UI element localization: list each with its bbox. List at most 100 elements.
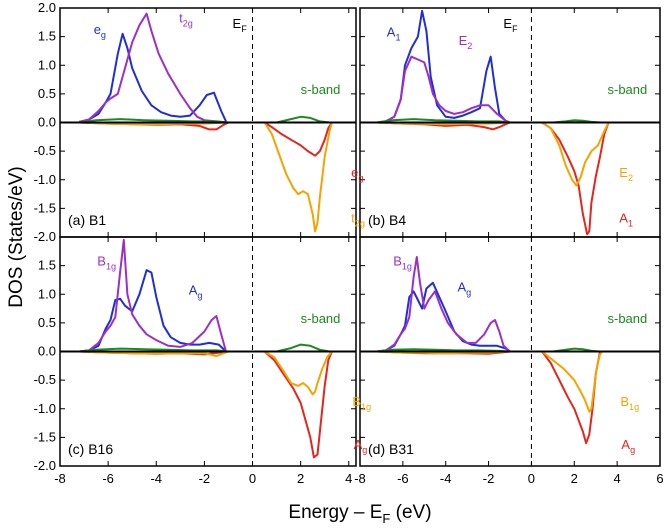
- curve-label-B1-right-0: s-band: [301, 82, 341, 97]
- curve-label-B31-0-sub: 1g: [402, 262, 412, 272]
- curve-label-B4-1-sub: 2: [467, 41, 472, 51]
- curve-label-B4-right-2: A1: [619, 211, 633, 229]
- ytick-label-0-3: 0.5: [38, 86, 56, 101]
- curve-label-B31-0: B1g: [393, 254, 412, 272]
- curve-label-B16-right-1-sub: 1g: [361, 402, 371, 412]
- xtick-label-3-7: 6: [656, 471, 663, 486]
- curve-label-B1-right-2-main: t: [351, 211, 355, 226]
- xtick-label-2-0: -8: [54, 471, 66, 486]
- curve-label-B1-right-0-main: s-band: [301, 82, 341, 97]
- curve-label-B16-right-1-main: B: [352, 394, 361, 409]
- curve-label-B4-right-0-main: s-band: [608, 82, 648, 97]
- ytick-label-2-3: 0.5: [38, 315, 56, 330]
- series-B4-right-A1: [541, 121, 610, 236]
- series-B16-Ag: [79, 269, 227, 353]
- curve-label-B4-right-1: E2: [619, 165, 633, 183]
- series-B1-down-t2g: [79, 121, 229, 126]
- curve-label-B1-0: eg: [94, 22, 106, 40]
- curve-label-B16-right-0: s-band: [301, 311, 341, 326]
- ytick-label-0-7: -1.5: [34, 200, 56, 215]
- curve-label-B4-0: A1: [387, 25, 401, 43]
- curve-label-B31-right-1-sub: 1g: [629, 402, 639, 412]
- ef-marker-main-0: E: [233, 16, 242, 31]
- ytick-label-0-6: -1.0: [34, 172, 56, 187]
- curve-label-B31-1-main: A: [458, 279, 467, 294]
- curve-label-B31-right-1-main: B: [620, 394, 629, 409]
- series-B4-right-E2: [541, 121, 610, 187]
- ytick-label-0-1: 1.5: [38, 29, 56, 44]
- xtick-label-2-1: -6: [102, 471, 114, 486]
- plot-layer: [79, 9, 610, 459]
- curve-label-B31-right-0-main: s-band: [608, 311, 648, 326]
- curve-label-B4-right-0: s-band: [608, 82, 648, 97]
- series-B16-down-B1g: [79, 350, 229, 358]
- curve-label-B16-right-1: B1g: [352, 394, 371, 412]
- series-B4-down-E2: [377, 121, 511, 126]
- curve-label-B31-right-2-sub: g: [630, 445, 635, 455]
- ytick-label-0-2: 1.0: [38, 57, 56, 72]
- x-axis-title-unit: (eV): [390, 502, 431, 523]
- series-B16-s-band: [79, 347, 229, 353]
- curve-label-B16-1: Ag: [189, 282, 203, 300]
- series-B16-B1g: [79, 238, 227, 353]
- curve-label-B16-right-0-main: s-band: [301, 311, 341, 326]
- curve-label-B31-1-sub: g: [466, 287, 471, 297]
- xtick-label-2-6: 4: [345, 471, 352, 486]
- xtick-label-3-5: 2: [571, 471, 578, 486]
- xtick-label-3-3: -2: [483, 471, 495, 486]
- ytick-label-2-5: -0.5: [34, 372, 56, 387]
- curve-label-B1-right-1: eg: [351, 165, 363, 183]
- xtick-label-3-1: -6: [397, 471, 409, 486]
- xtick-label-3-4: 0: [528, 471, 535, 486]
- ef-marker-sub-1: F: [512, 24, 518, 34]
- series-B4-s-band: [376, 118, 511, 124]
- panel-label-B1: (a) B1: [68, 212, 106, 228]
- curve-label-B4-1: E2: [459, 33, 473, 51]
- ef-marker-main-1: E: [503, 16, 512, 31]
- ef-marker-0: EF: [233, 16, 248, 34]
- xtick-label-2-3: -2: [199, 471, 211, 486]
- curve-label-B1-0-sub: g: [101, 30, 106, 40]
- curve-label-B4-right-2-sub: 1: [628, 219, 633, 229]
- xtick-label-3-0: -8: [354, 471, 366, 486]
- curve-label-B16-0: B1g: [97, 254, 116, 272]
- ytick-label-2-1: 1.5: [38, 258, 56, 273]
- curve-label-B4-0-sub: 1: [395, 33, 400, 43]
- xtick-label-2-5: 2: [297, 471, 304, 486]
- curve-label-B16-right-2-main: A: [354, 437, 363, 452]
- series-B1-s-band: [79, 118, 229, 124]
- xtick-label-3-6: 4: [614, 471, 621, 486]
- curve-label-B1-right-1-sub: g: [358, 173, 363, 183]
- curve-label-B1-1: t2g: [179, 10, 193, 28]
- ytick-label-0-8: -2.0: [34, 229, 56, 244]
- x-axis-title-sub: F: [382, 511, 390, 526]
- curve-label-B1-right-2-sub: 2g: [355, 219, 365, 229]
- curve-label-B4-right-1-sub: 2: [628, 173, 633, 183]
- ytick-label-2-6: -1.0: [34, 401, 56, 416]
- panel-frame-2: [59, 236, 357, 467]
- curve-label-B31-right-2: Ag: [621, 437, 635, 455]
- ytick-label-2-2: 1.0: [38, 286, 56, 301]
- y-axis-title: DOS (States/eV): [6, 166, 27, 308]
- curve-label-B1-1-main: t: [179, 10, 183, 25]
- curve-label-B4-1-main: E: [459, 33, 468, 48]
- ytick-label-0-4: 0.0: [38, 115, 56, 130]
- series-B4-E2: [376, 55, 511, 124]
- curve-label-B31-right-0: s-band: [608, 311, 648, 326]
- ytick-label-0-5: -0.5: [34, 143, 56, 158]
- frame-layer: [59, 7, 661, 467]
- panel-label-B16: (c) B16: [68, 441, 113, 457]
- series-B16-right-B1g: [264, 350, 333, 396]
- curve-label-B4-right-1-main: E: [619, 165, 628, 180]
- ytick-label-2-7: -1.5: [34, 429, 56, 444]
- curve-label-B1-0-main: e: [94, 22, 101, 37]
- x-axis-title: Energy – EF (eV): [288, 502, 431, 526]
- curve-label-B16-right-2-sub: g: [362, 445, 367, 455]
- curve-label-B16-1-sub: g: [197, 290, 202, 300]
- ef-marker-sub-0: F: [241, 24, 247, 34]
- series-B16-right-s-band: [276, 343, 330, 353]
- curve-label-B16-0-sub: 1g: [106, 262, 116, 272]
- curve-label-B31-1: Ag: [458, 279, 472, 297]
